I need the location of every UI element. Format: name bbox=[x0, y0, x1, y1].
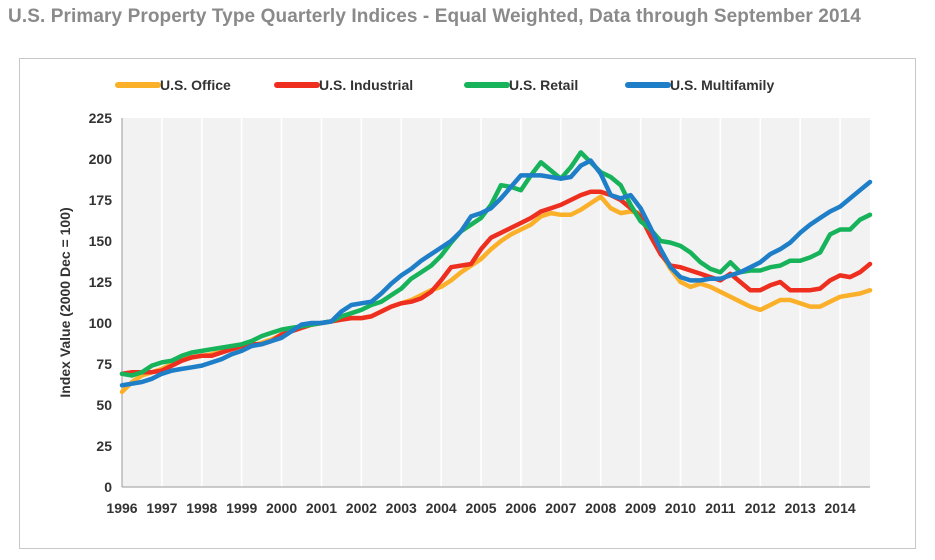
x-tick-label: 2011 bbox=[705, 500, 736, 516]
y-tick-label: 175 bbox=[89, 192, 113, 208]
gridlines bbox=[161, 118, 841, 487]
y-axis-label: Index Value (2000 Dec = 100) bbox=[57, 207, 73, 397]
series-line-industrial bbox=[119, 189, 873, 377]
legend-label-multifamily: U.S. Multifamily bbox=[670, 77, 774, 93]
axes: 0 25 50 75 100 125 150 175 200 225 1996 1997 1998 199… bbox=[89, 110, 870, 516]
y-tick-label: 150 bbox=[89, 233, 113, 249]
x-tick-label: 2010 bbox=[665, 500, 696, 516]
x-tick-label: 2008 bbox=[585, 500, 616, 516]
y-tick-label: 200 bbox=[89, 151, 113, 167]
y-tick-label: 125 bbox=[89, 274, 113, 290]
x-tick-label: 1998 bbox=[186, 500, 217, 516]
y-tick-label: 100 bbox=[89, 315, 113, 331]
chart-frame bbox=[19, 58, 916, 549]
series-line-multifamily bbox=[119, 158, 873, 388]
y-tick-label: 25 bbox=[96, 438, 112, 454]
plot-area bbox=[122, 118, 870, 487]
legend-label-retail: U.S. Retail bbox=[509, 77, 578, 93]
x-tick-label: 2006 bbox=[505, 500, 536, 516]
legend-label-office: U.S. Office bbox=[160, 77, 231, 93]
x-tick-label: 1999 bbox=[226, 500, 257, 516]
x-tick-label: 2004 bbox=[426, 500, 457, 516]
x-tick-label: 1996 bbox=[106, 500, 137, 516]
legend: U.S. Office U.S. Industrial U.S. Retail U.S… bbox=[115, 77, 774, 93]
y-tick-label: 225 bbox=[89, 110, 113, 126]
x-tick-label: 2005 bbox=[465, 500, 496, 516]
y-tick-label: 75 bbox=[96, 356, 112, 372]
x-tick-label: 2012 bbox=[745, 500, 776, 516]
y-tick-label: 0 bbox=[104, 479, 112, 495]
x-tick-label: 2014 bbox=[825, 500, 856, 516]
x-tick-label: 2009 bbox=[625, 500, 656, 516]
x-tick-label: 2000 bbox=[266, 500, 297, 516]
series-lines bbox=[119, 150, 873, 395]
x-tick-label: 1997 bbox=[146, 500, 177, 516]
x-tick-label: 2013 bbox=[785, 500, 816, 516]
x-tick-label: 2007 bbox=[545, 500, 576, 516]
x-tick-label: 2001 bbox=[306, 500, 337, 516]
x-tick-label: 2003 bbox=[386, 500, 417, 516]
x-tick-label: 2002 bbox=[346, 500, 377, 516]
legend-label-industrial: U.S. Industrial bbox=[319, 77, 413, 93]
y-tick-label: 50 bbox=[96, 397, 112, 413]
chart-title: U.S. Primary Property Type Quarterly Ind… bbox=[8, 6, 861, 27]
